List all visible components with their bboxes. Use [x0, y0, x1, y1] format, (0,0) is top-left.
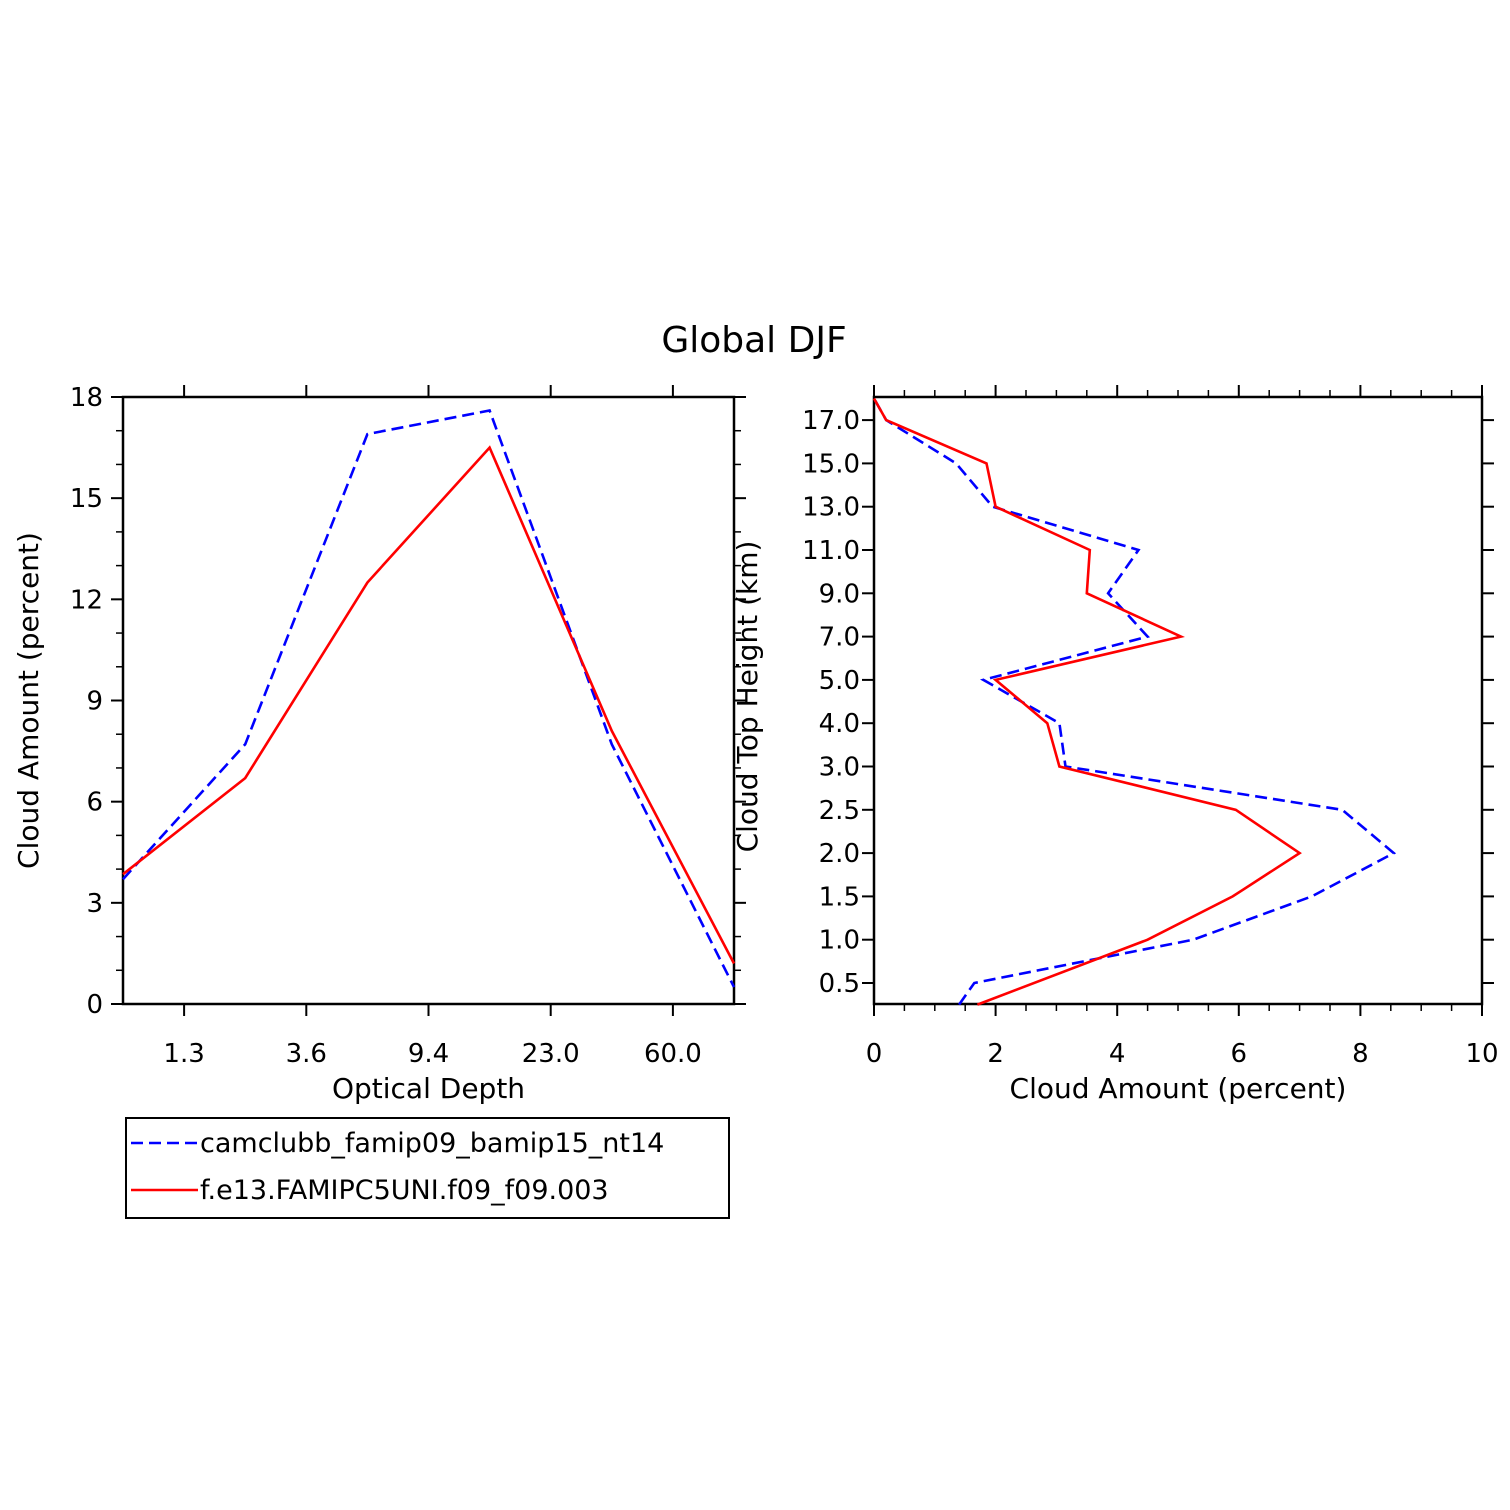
x-tick-label: 4	[1109, 1039, 1126, 1069]
legend-label-1: f.e13.FAMIPC5UNI.f09_f09.003	[200, 1175, 609, 1206]
y-tick-label: 18	[70, 383, 103, 413]
y-tick-label: 9.0	[819, 579, 860, 609]
plot-frame	[872, 395, 1484, 1006]
y-tick-label: 5.0	[819, 666, 860, 696]
x-tick-label: 10	[1465, 1039, 1498, 1069]
y-tick-label: 6	[86, 788, 103, 818]
y-tick-label: 3.0	[819, 753, 860, 783]
x-tick-label: 8	[1352, 1039, 1369, 1069]
y-tick-label: 13.0	[802, 493, 860, 523]
x-tick-label: 1.3	[163, 1039, 204, 1069]
plot-frame	[121, 395, 736, 1006]
x-tick-label: 9.4	[408, 1039, 449, 1069]
series-line-1	[122, 445, 736, 965]
x-tick-label: 23.0	[522, 1039, 580, 1069]
y-tick-label: 7.0	[819, 623, 860, 653]
y-tick-label: 15	[70, 484, 103, 514]
x-axis-label: Cloud Amount (percent)	[1010, 1072, 1347, 1105]
legend-label-0: camclubb_famip09_bamip15_nt14	[200, 1128, 664, 1159]
y-tick-label: 4.0	[819, 709, 860, 739]
series-line-1	[872, 397, 1302, 1006]
figure-title: Global DJF	[661, 320, 846, 361]
y-tick-label: 1.0	[819, 926, 860, 956]
y-axis-label: Cloud Top Height (km)	[731, 541, 764, 853]
cloud-top-height-chart: 0 2 4 6 8 10 0.5 1.0 1.5 2.0 2.5 3.0 4.0 5.0 7.0 9.0 11.…	[731, 385, 1499, 1105]
y-tick-label: 15.0	[802, 449, 860, 479]
x-tick-label: 60.0	[644, 1039, 702, 1069]
x-tick-label: 6	[1231, 1039, 1248, 1069]
x-axis-label: Optical Depth	[332, 1072, 525, 1105]
y-tick-label: 17.0	[802, 406, 860, 436]
x-tick-label: 2	[987, 1039, 1004, 1069]
y-tick-label: 0	[86, 990, 103, 1020]
series-line-0	[122, 409, 736, 988]
x-tick-label: 3.6	[286, 1039, 327, 1069]
y-tick-label: 0.5	[819, 969, 860, 999]
optical-depth-chart: 0 3 6 9 12 15 18 1.3 3.6 9.4 23.0 60.0 Optical Depth…	[12, 383, 746, 1105]
y-tick-label: 3	[86, 889, 103, 919]
y-tick-label: 2.0	[819, 839, 860, 869]
y-axis-label: Cloud Amount (percent)	[12, 532, 45, 869]
y-tick-label: 2.5	[819, 796, 860, 826]
x-tick-label: 0	[866, 1039, 883, 1069]
y-tick-label: 9	[86, 687, 103, 717]
y-tick-label: 11.0	[802, 536, 860, 566]
y-tick-label: 12	[70, 585, 103, 615]
series-line-0	[872, 397, 1397, 1006]
legend-box	[125, 1117, 730, 1219]
y-tick-label: 1.5	[819, 882, 860, 912]
legend: camclubb_famip09_bamip15_nt14 f.e13.FAMI…	[125, 1117, 730, 1219]
